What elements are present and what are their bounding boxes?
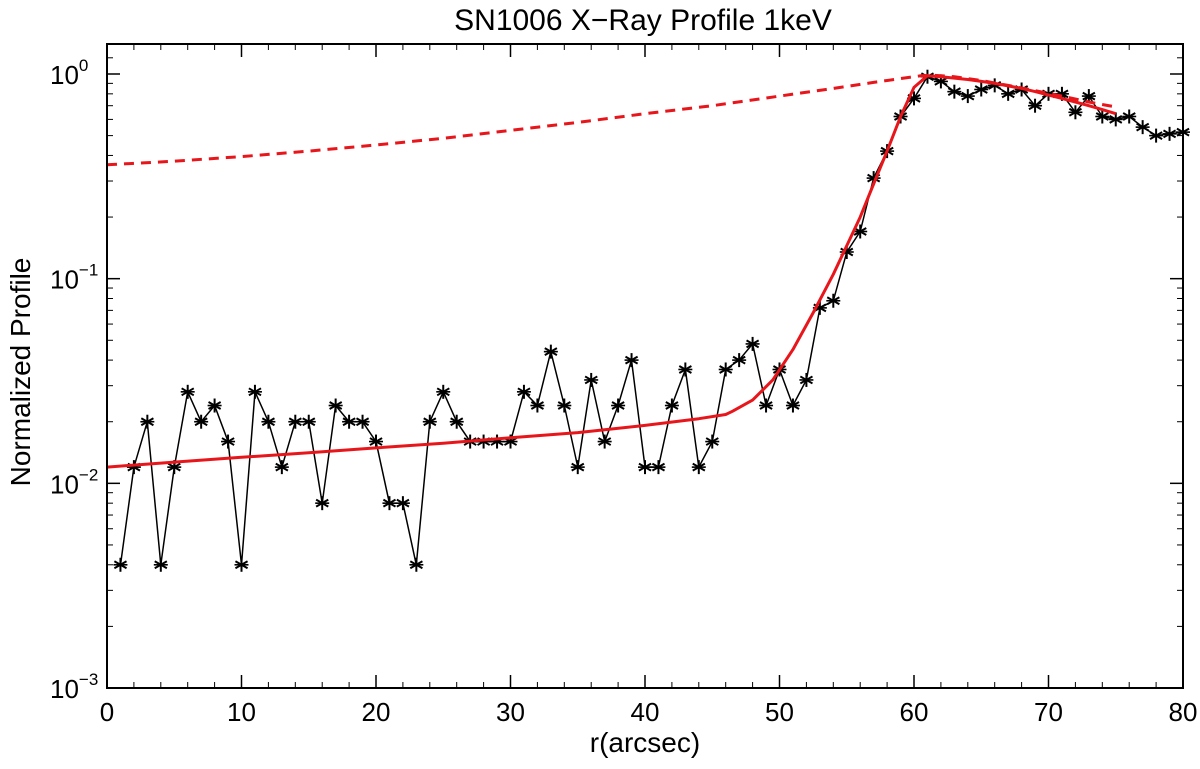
chart-title: SN1006 X−Ray Profile 1keV <box>454 4 832 37</box>
data-point-star <box>785 398 800 413</box>
data-point-star <box>584 372 599 387</box>
data-point-star <box>1149 128 1164 143</box>
data-point-star <box>261 414 276 429</box>
y-tick-label: 100 <box>50 56 88 90</box>
data-point-star <box>1028 98 1043 113</box>
data-point-star <box>745 336 760 351</box>
data-point-star <box>422 414 437 429</box>
x-tick-label: 0 <box>100 697 114 727</box>
data-point-star <box>274 460 289 475</box>
data-point-star <box>557 398 572 413</box>
data-point-star <box>705 434 720 449</box>
data-point-star <box>853 224 868 239</box>
data-point-star <box>126 460 141 475</box>
data-point-star <box>597 434 612 449</box>
data-point-star <box>1122 109 1137 124</box>
x-tick-label: 10 <box>227 697 256 727</box>
data-point-star <box>732 353 747 368</box>
data-point-star <box>1095 109 1110 124</box>
model-solid-line <box>106 74 1117 469</box>
data-point-star <box>247 384 262 399</box>
data-point-star <box>1162 126 1177 141</box>
x-axis-label: r(arcsec) <box>590 727 700 758</box>
data-point-star <box>382 496 397 511</box>
data-point-star <box>328 398 343 413</box>
data-point-star <box>1108 112 1123 127</box>
data-point-star <box>570 460 585 475</box>
x-tick-label: 60 <box>900 697 929 727</box>
data-point-star <box>1135 120 1150 135</box>
x-tick-label: 50 <box>765 697 794 727</box>
data-point-star <box>638 460 652 475</box>
data-point-star <box>1068 105 1083 120</box>
data-point-star <box>180 384 195 399</box>
data-point-star <box>691 460 706 475</box>
data-point-star <box>369 434 383 449</box>
data-point-star <box>530 398 545 413</box>
data-point-star <box>140 414 155 429</box>
data-point-star <box>516 384 531 399</box>
x-tick-label: 30 <box>496 697 525 727</box>
data-point-star <box>301 414 316 429</box>
data-point-star <box>678 362 693 377</box>
model-dashed-line <box>106 73 1117 167</box>
x-tick-label: 70 <box>1034 697 1063 727</box>
data-point-star <box>449 414 464 429</box>
data-point-star <box>664 398 679 413</box>
series-layer <box>106 69 1190 572</box>
y-tick-label: 10−2 <box>50 465 98 499</box>
data-point-star <box>315 496 330 511</box>
data-point-star <box>342 414 357 429</box>
data-point-star <box>194 414 209 429</box>
y-tick-label: 10−3 <box>50 670 98 704</box>
data-point-star <box>651 460 666 475</box>
x-tick-label: 20 <box>362 697 391 727</box>
y-tick-label: 10−1 <box>50 261 98 295</box>
y-axis-label: Normalized Profile <box>5 258 36 487</box>
data-point-star <box>490 434 505 449</box>
data-point-star <box>543 344 558 359</box>
x-tick-label: 80 <box>1169 697 1198 727</box>
data-point-star <box>718 362 733 377</box>
data-point-star <box>947 84 962 99</box>
data-point-star <box>409 557 424 572</box>
data-point-star <box>207 398 222 413</box>
data-point-star <box>395 496 410 511</box>
plot-frame <box>106 43 1184 689</box>
data-point-star <box>974 82 989 97</box>
x-tick-label: 40 <box>631 697 660 727</box>
data-point-star <box>624 353 639 368</box>
data-point-star <box>611 398 626 413</box>
data-point-star <box>436 384 451 399</box>
data-point-star <box>153 557 168 572</box>
axes-layer: 0 10 20 30 40 50 60 70 80 10−3 10−2 10−1 100 <box>50 44 1197 727</box>
data-point-star <box>113 557 128 572</box>
data-point-star <box>288 414 303 429</box>
data-point-star <box>234 557 249 572</box>
data-point-star <box>221 434 236 449</box>
data-point-star <box>799 372 814 387</box>
data-point-star <box>355 414 370 429</box>
data-point-star <box>826 293 841 308</box>
data-point-star <box>960 89 975 104</box>
data-point-star <box>759 398 774 413</box>
data-point-star <box>1001 86 1016 101</box>
observed-profile-line <box>119 75 1184 565</box>
